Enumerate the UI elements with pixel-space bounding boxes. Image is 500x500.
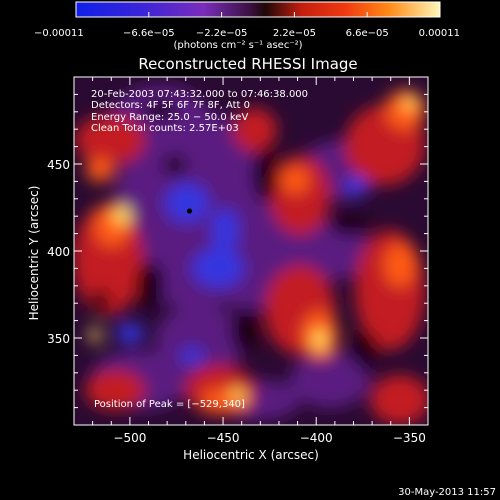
annotation-clean-counts: Clean Total counts: 2.57E+03: [91, 123, 239, 134]
annotation-detectors: Detectors: 4F 5F 6F 7F 8F, Att 0: [91, 100, 250, 111]
colorbar-tick-label: −0.00011: [34, 28, 84, 39]
colorbar-tick-label: 6.6e−05: [346, 28, 389, 39]
chart-title: Reconstructed RHESSI Image: [138, 55, 357, 73]
peak-marker: [186, 208, 193, 214]
heatmap-layers: [74, 85, 428, 425]
x-axis-ticks: −500 −450 −400 −350: [92, 77, 429, 445]
heatmap-dark-boundaries: [90, 100, 377, 370]
x-tick-label: −350: [393, 431, 426, 445]
y-tick-label: 350: [47, 332, 70, 346]
colorbar-tick-label: −2.2e−05: [196, 28, 248, 39]
colorbar-tick-label: 2.2e−05: [273, 28, 316, 39]
colorbar: −0.00011 −6.6e−05 −2.2e−05 2.2e−05 6.6e−05 0.…: [34, 1, 460, 51]
heatmap-yellow-hotspots: [89, 96, 417, 402]
x-axis-label: Heliocentric X (arcsec): [183, 448, 319, 462]
heatmap-blue-regions: [116, 176, 366, 364]
y-tick-label: 400: [47, 245, 70, 259]
annotation-peak-position: Position of Peak = [−529,340]: [94, 399, 245, 410]
y-axis-label: Heliocentric Y (arcsec): [27, 186, 41, 321]
plot-annotations: 20-Feb-2003 07:43:32.000 to 07:46:38.000…: [91, 89, 308, 410]
colorbar-gradient: [75, 1, 441, 18]
heatmap-plot-area: [73, 76, 429, 426]
colorbar-units: (photons cm⁻² s⁻¹ asec⁻²): [173, 40, 302, 51]
colorbar-tick-label: 0.00011: [419, 28, 460, 39]
x-tick-label: −400: [300, 431, 333, 445]
y-tick-label: 450: [47, 158, 70, 172]
annotation-energy-range: Energy Range: 25.0 − 50.0 keV: [91, 112, 248, 123]
x-tick-label: −500: [113, 431, 146, 445]
footer-date: 30-May-2013 11:57: [398, 487, 496, 498]
annotation-time-range: 20-Feb-2003 07:43:32.000 to 07:46:38.000: [91, 89, 308, 100]
colorbar-ticks: −0.00011 −6.6e−05 −2.2e−05 2.2e−05 6.6e−05 0.…: [34, 12, 460, 39]
colorbar-tick-label: −6.6e−05: [123, 28, 175, 39]
y-axis-ticks: 350 400 450: [47, 93, 428, 409]
x-tick-label: −450: [207, 431, 240, 445]
